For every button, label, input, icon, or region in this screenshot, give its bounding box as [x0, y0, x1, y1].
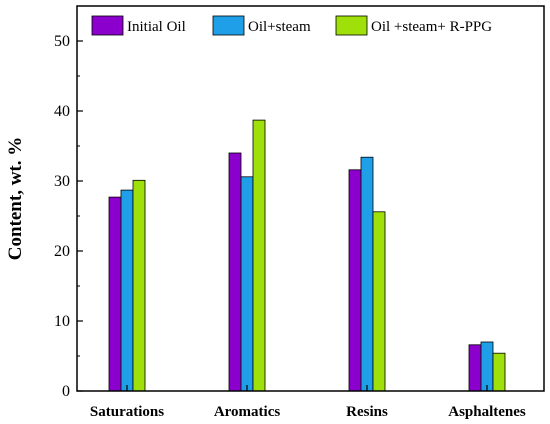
y-axis-title-group: Content, wt. %: [5, 137, 26, 261]
x-tick-label: Asphaltenes: [448, 404, 526, 420]
legend: Initial Oil Oil+steam Oil +steam+ R-PPG: [91, 15, 492, 36]
bar-resins-series-2: [360, 156, 374, 392]
y-tick-label: 10: [54, 313, 70, 330]
bar-asphaltenes-series-2: [480, 341, 494, 392]
y-tick-label: 30: [54, 173, 70, 190]
bar-saturations-series-2: [120, 189, 134, 392]
legend-swatch: [335, 15, 368, 36]
bar-resins-series-3: [372, 211, 386, 392]
y-axis-ticks: 0 10 20 30 40 50: [54, 33, 83, 400]
y-tick-label: 40: [54, 103, 70, 120]
bar-saturations-series-1: [108, 196, 122, 392]
bar-aromatics-series-3: [252, 119, 266, 392]
legend-swatch: [212, 15, 245, 36]
bars-group: [108, 119, 506, 392]
y-tick-label: 50: [54, 33, 70, 50]
bar-asphaltenes-series-3: [492, 352, 506, 392]
x-tick-label: Resins: [346, 404, 388, 420]
x-tick-label: Saturations: [90, 404, 164, 420]
bar-aromatics-series-1: [228, 152, 242, 392]
y-tick-label: 20: [54, 243, 70, 260]
bar-aromatics-series-2: [240, 176, 254, 392]
legend-swatch: [91, 15, 124, 36]
legend-label: Oil+steam: [248, 19, 311, 35]
legend-label: Oil +steam+ R-PPG: [371, 19, 492, 35]
x-axis-ticks: Saturations Aromatics Resins Asphaltenes: [90, 385, 526, 420]
legend-label: Initial Oil: [127, 19, 186, 35]
x-tick-label: Aromatics: [214, 404, 281, 420]
bar-asphaltenes-series-1: [468, 344, 482, 392]
y-axis-title: Content, wt. %: [5, 137, 26, 261]
bar-saturations-series-3: [132, 179, 146, 392]
plot-frame: [76, 5, 545, 392]
bar-resins-series-1: [348, 169, 362, 392]
y-tick-label: 0: [62, 383, 70, 400]
